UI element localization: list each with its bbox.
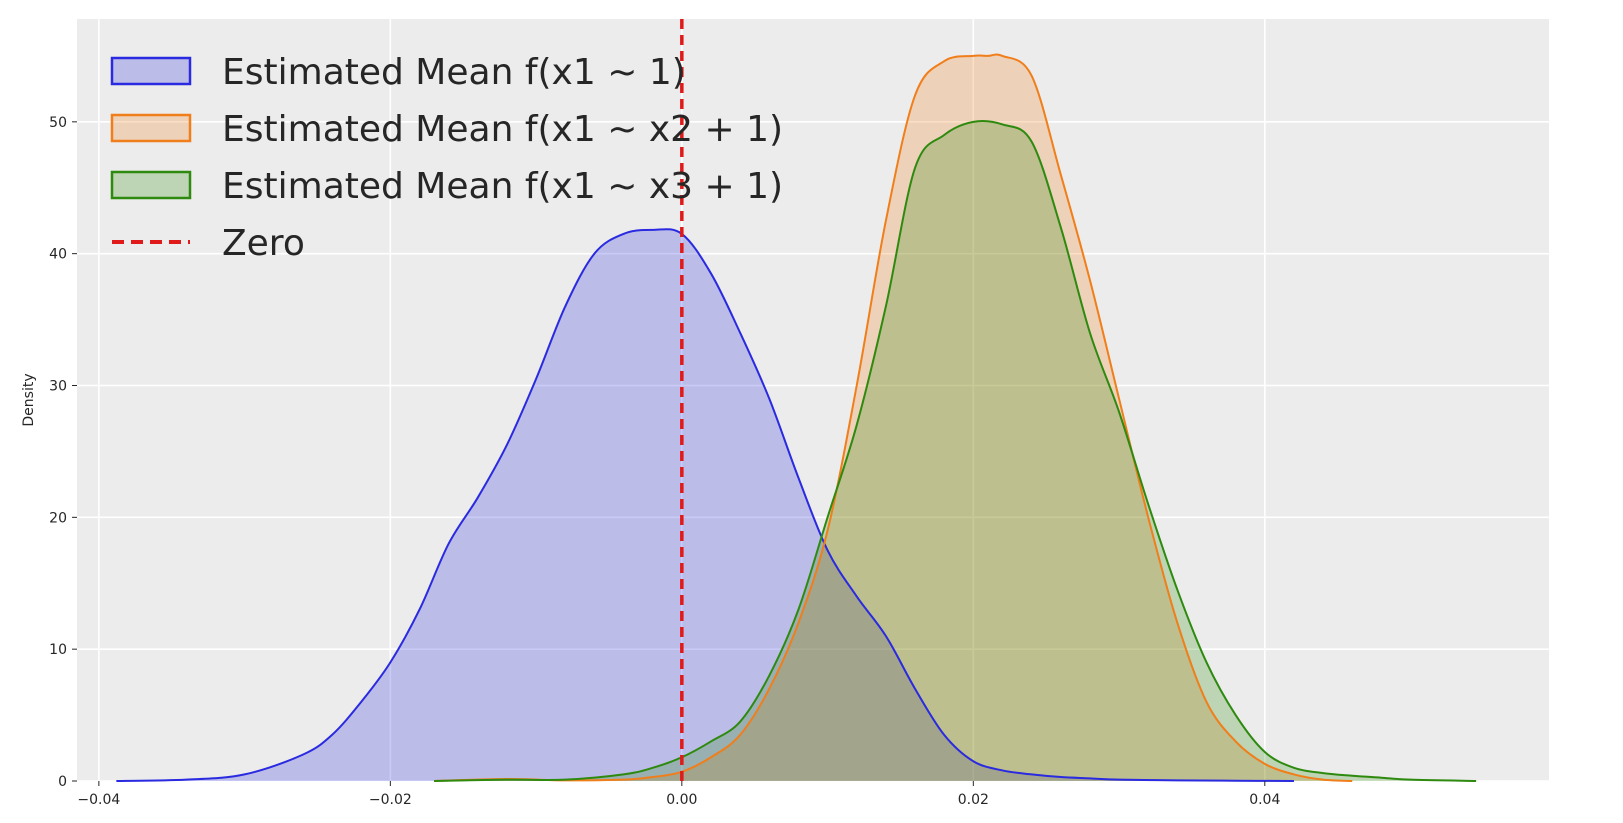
density-lines — [116, 53, 1477, 782]
legend-swatch-1 — [110, 56, 192, 86]
legend-label: Estimated Mean f(x1 ~ x3 + 1) — [222, 166, 783, 207]
y-tick-label: 10 — [49, 642, 67, 658]
x-tick-label: 0.00 — [666, 792, 697, 808]
legend-swatch-3 — [110, 170, 192, 200]
legend-label: Zero — [222, 223, 305, 264]
x-tick-label: 0.04 — [1249, 792, 1280, 808]
y-axis-ticks: 0 10 20 30 40 50 — [49, 115, 77, 790]
y-axis-label: Density — [21, 373, 37, 426]
y-tick-label: 40 — [49, 247, 67, 263]
density-line-2 — [434, 53, 1353, 782]
legend-swatch-2 — [110, 113, 192, 143]
legend-label: Estimated Mean f(x1 ~ x2 + 1) — [222, 109, 783, 150]
x-tick-label: −0.04 — [77, 792, 120, 808]
density-line-1 — [116, 228, 1294, 782]
y-tick-label: 30 — [49, 378, 67, 394]
y-tick-label: 0 — [58, 774, 67, 790]
x-axis-ticks: −0.04 −0.02 0.00 0.02 0.04 — [77, 781, 1280, 808]
density-areas — [116, 54, 1477, 782]
x-tick-label: 0.02 — [958, 792, 989, 808]
grid-lines — [77, 19, 1549, 782]
density-line-3 — [434, 120, 1477, 782]
legend-label: Estimated Mean f(x1 ~ 1) — [222, 52, 686, 93]
density-area-1 — [116, 229, 1294, 782]
plot-area — [77, 19, 1549, 781]
y-tick-label: 20 — [49, 510, 67, 526]
legend: Estimated Mean f(x1 ~ 1) Estimated Mean f… — [110, 52, 783, 264]
x-tick-label: −0.02 — [369, 792, 412, 808]
y-tick-label: 50 — [49, 115, 67, 131]
density-area-3 — [434, 120, 1477, 781]
density-area-2 — [434, 54, 1353, 782]
